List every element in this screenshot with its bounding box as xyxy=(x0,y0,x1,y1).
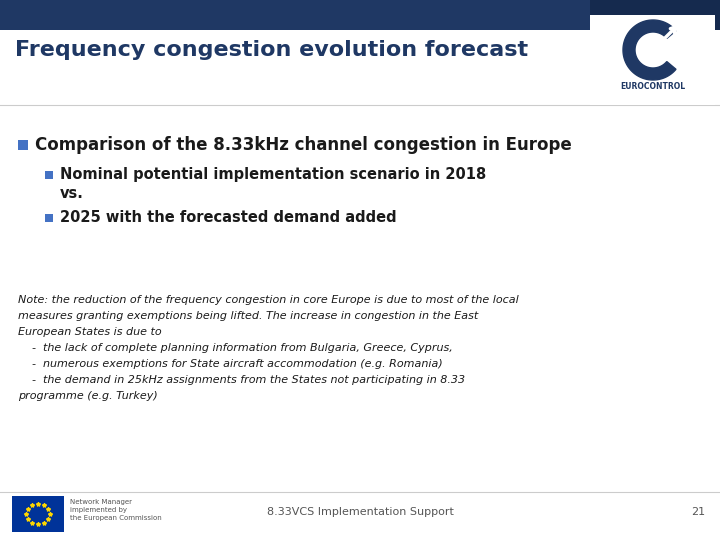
Text: -  the demand in 25kHz assignments from the States not participating in 8.33: - the demand in 25kHz assignments from t… xyxy=(18,375,465,385)
Text: -  the lack of complete planning information from Bulgaria, Greece, Cyprus,: - the lack of complete planning informat… xyxy=(18,343,453,353)
Text: 21: 21 xyxy=(691,507,705,517)
Text: Note: the reduction of the frequency congestion in core Europe is due to most of: Note: the reduction of the frequency con… xyxy=(18,295,518,305)
Text: vs.: vs. xyxy=(60,186,84,200)
Text: European States is due to: European States is due to xyxy=(18,327,161,337)
Bar xyxy=(590,15,715,105)
Text: 2025 with the forecasted demand added: 2025 with the forecasted demand added xyxy=(60,211,397,226)
Polygon shape xyxy=(623,20,676,80)
Bar xyxy=(18,140,28,150)
Bar xyxy=(12,496,64,532)
Text: Frequency congestion evolution forecast: Frequency congestion evolution forecast xyxy=(15,40,528,60)
Bar xyxy=(0,0,720,30)
Text: Network Manager
implemented by
the European Commission: Network Manager implemented by the Europ… xyxy=(70,499,162,521)
Text: Comparison of the 8.33kHz channel congestion in Europe: Comparison of the 8.33kHz channel conges… xyxy=(35,136,572,154)
Text: measures granting exemptions being lifted. The increase in congestion in the Eas: measures granting exemptions being lifte… xyxy=(18,311,478,321)
Bar xyxy=(45,214,53,222)
Text: EUROCONTROL: EUROCONTROL xyxy=(621,82,685,91)
Bar xyxy=(590,0,720,30)
Bar xyxy=(45,171,53,179)
Text: -  numerous exemptions for State aircraft accommodation (e.g. Romania): - numerous exemptions for State aircraft… xyxy=(18,359,443,369)
Text: programme (e.g. Turkey): programme (e.g. Turkey) xyxy=(18,391,158,401)
Text: 8.33VCS Implementation Support: 8.33VCS Implementation Support xyxy=(266,507,454,517)
Text: Nominal potential implementation scenario in 2018: Nominal potential implementation scenari… xyxy=(60,167,486,183)
